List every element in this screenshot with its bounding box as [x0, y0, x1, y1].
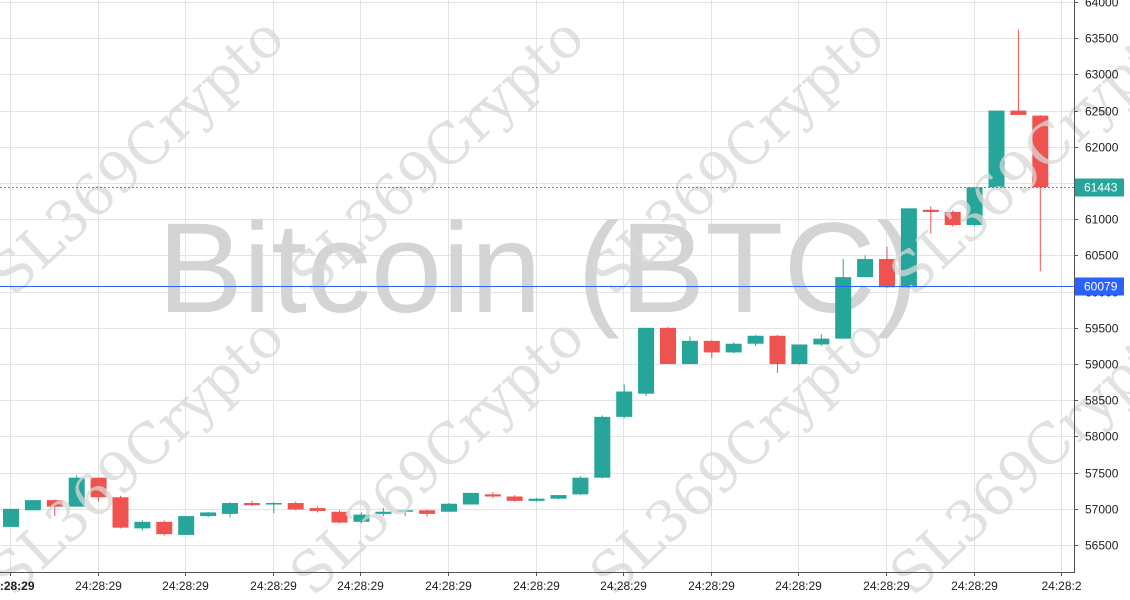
current-price-label-bg — [1075, 178, 1124, 197]
current-price-label: 61443 — [1084, 181, 1118, 195]
y-tick-label: 61000 — [1085, 213, 1119, 227]
candle-body — [1010, 110, 1027, 115]
candle-body — [46, 500, 63, 507]
candle-body — [222, 503, 238, 514]
watermark-text: SL369Crypto — [0, 305, 297, 600]
y-tick-label: 64000 — [1085, 0, 1119, 10]
x-tick-label: 24:28:29 — [162, 579, 209, 593]
candle-body — [3, 508, 19, 527]
y-tick-label: 58000 — [1085, 430, 1119, 444]
candle-body — [966, 187, 983, 225]
price-labels: 61443 60079 — [1075, 178, 1124, 296]
candle-body — [769, 335, 786, 365]
watermark-text: SL369Crypto — [878, 5, 1130, 309]
y-tick-label: 63500 — [1085, 32, 1119, 46]
y-tick-label: 62500 — [1085, 105, 1119, 119]
time-axis: 24:28:29 24:28:29 24:28:29 24:28:29 24:28:29… — [0, 572, 1082, 593]
y-tick-label: 63000 — [1085, 68, 1119, 82]
candle-body — [441, 503, 457, 512]
x-tick-label: 24:28:29 — [425, 579, 472, 593]
y-tick-label: 58500 — [1085, 394, 1119, 408]
candle-body — [419, 510, 436, 514]
candle-body — [638, 327, 655, 394]
y-tick-label: 59500 — [1085, 322, 1119, 336]
candle-body — [791, 344, 808, 365]
candle-body — [243, 503, 260, 506]
y-tick-label: 56500 — [1085, 539, 1119, 553]
x-tick-label: 24:28:29 — [775, 579, 822, 593]
candle-body — [375, 511, 392, 514]
x-tick-label: 24:28:29 — [250, 579, 297, 593]
candle-body — [879, 259, 895, 288]
background-title: Bitcoin (BTC) — [158, 197, 919, 340]
reference-price-label-bg — [1075, 277, 1124, 296]
price-lines — [0, 187, 1074, 287]
candle-body — [90, 477, 107, 498]
candle-body — [353, 514, 370, 522]
reference-price-label: 60079 — [1084, 280, 1118, 294]
candle-body — [550, 495, 567, 499]
candle-body — [178, 516, 195, 535]
watermark-text: SL369Crypto — [278, 305, 597, 600]
candle-body — [134, 521, 151, 529]
candle-series — [3, 29, 1049, 536]
candle-body — [265, 503, 282, 505]
candle-body — [331, 511, 348, 523]
x-tick-label: 24:28:29 — [688, 579, 735, 593]
candle-body — [200, 512, 217, 517]
x-tick-label: 24:28:29 — [600, 579, 647, 593]
y-tick-label: 57000 — [1085, 503, 1119, 517]
y-tick-label: 57500 — [1085, 467, 1119, 481]
watermark-text: SL369Crypto — [878, 305, 1130, 600]
x-tick-label: 24:28:2 — [1041, 579, 1081, 593]
candle-body — [681, 340, 698, 365]
candle-body — [703, 340, 720, 353]
x-tick-label: 24:28:29 — [75, 579, 122, 593]
candle-body — [594, 416, 611, 478]
candle-body — [112, 497, 129, 528]
candle-body — [835, 277, 852, 339]
candle-body — [988, 110, 1005, 188]
candle-body — [572, 477, 589, 495]
candle-body — [813, 338, 830, 345]
price-axis: 5650057000575005800058500590005950060000… — [1074, 0, 1119, 572]
candle-body — [24, 500, 41, 511]
candle-body — [747, 335, 764, 344]
candle-body — [660, 327, 676, 365]
y-tick-label: 62000 — [1085, 141, 1119, 155]
candle-body — [68, 477, 85, 507]
x-tick-label: 24:28:29 — [863, 579, 910, 593]
x-tick-label: 24:28:29 — [337, 579, 384, 593]
candle-body — [922, 209, 939, 212]
y-tick-label: 60500 — [1085, 249, 1119, 263]
candle-body — [528, 498, 545, 501]
candle-body — [397, 510, 414, 512]
candle-body — [462, 492, 479, 505]
candle-body — [309, 508, 326, 511]
candle-body — [1032, 115, 1049, 188]
candle-body — [156, 521, 173, 535]
x-tick-label: 24:28:29 — [0, 579, 35, 593]
candle-body — [725, 343, 742, 353]
candle-body — [944, 211, 961, 225]
candle-body — [900, 208, 917, 288]
candle-body — [616, 391, 633, 417]
candle-body — [484, 494, 501, 497]
candle-body — [287, 503, 304, 510]
candle-body — [857, 259, 874, 278]
candle-body — [506, 496, 523, 501]
x-tick-label: 24:28:29 — [513, 579, 560, 593]
x-tick-label: 24:28:29 — [951, 579, 998, 593]
y-tick-label: 59000 — [1085, 358, 1119, 372]
